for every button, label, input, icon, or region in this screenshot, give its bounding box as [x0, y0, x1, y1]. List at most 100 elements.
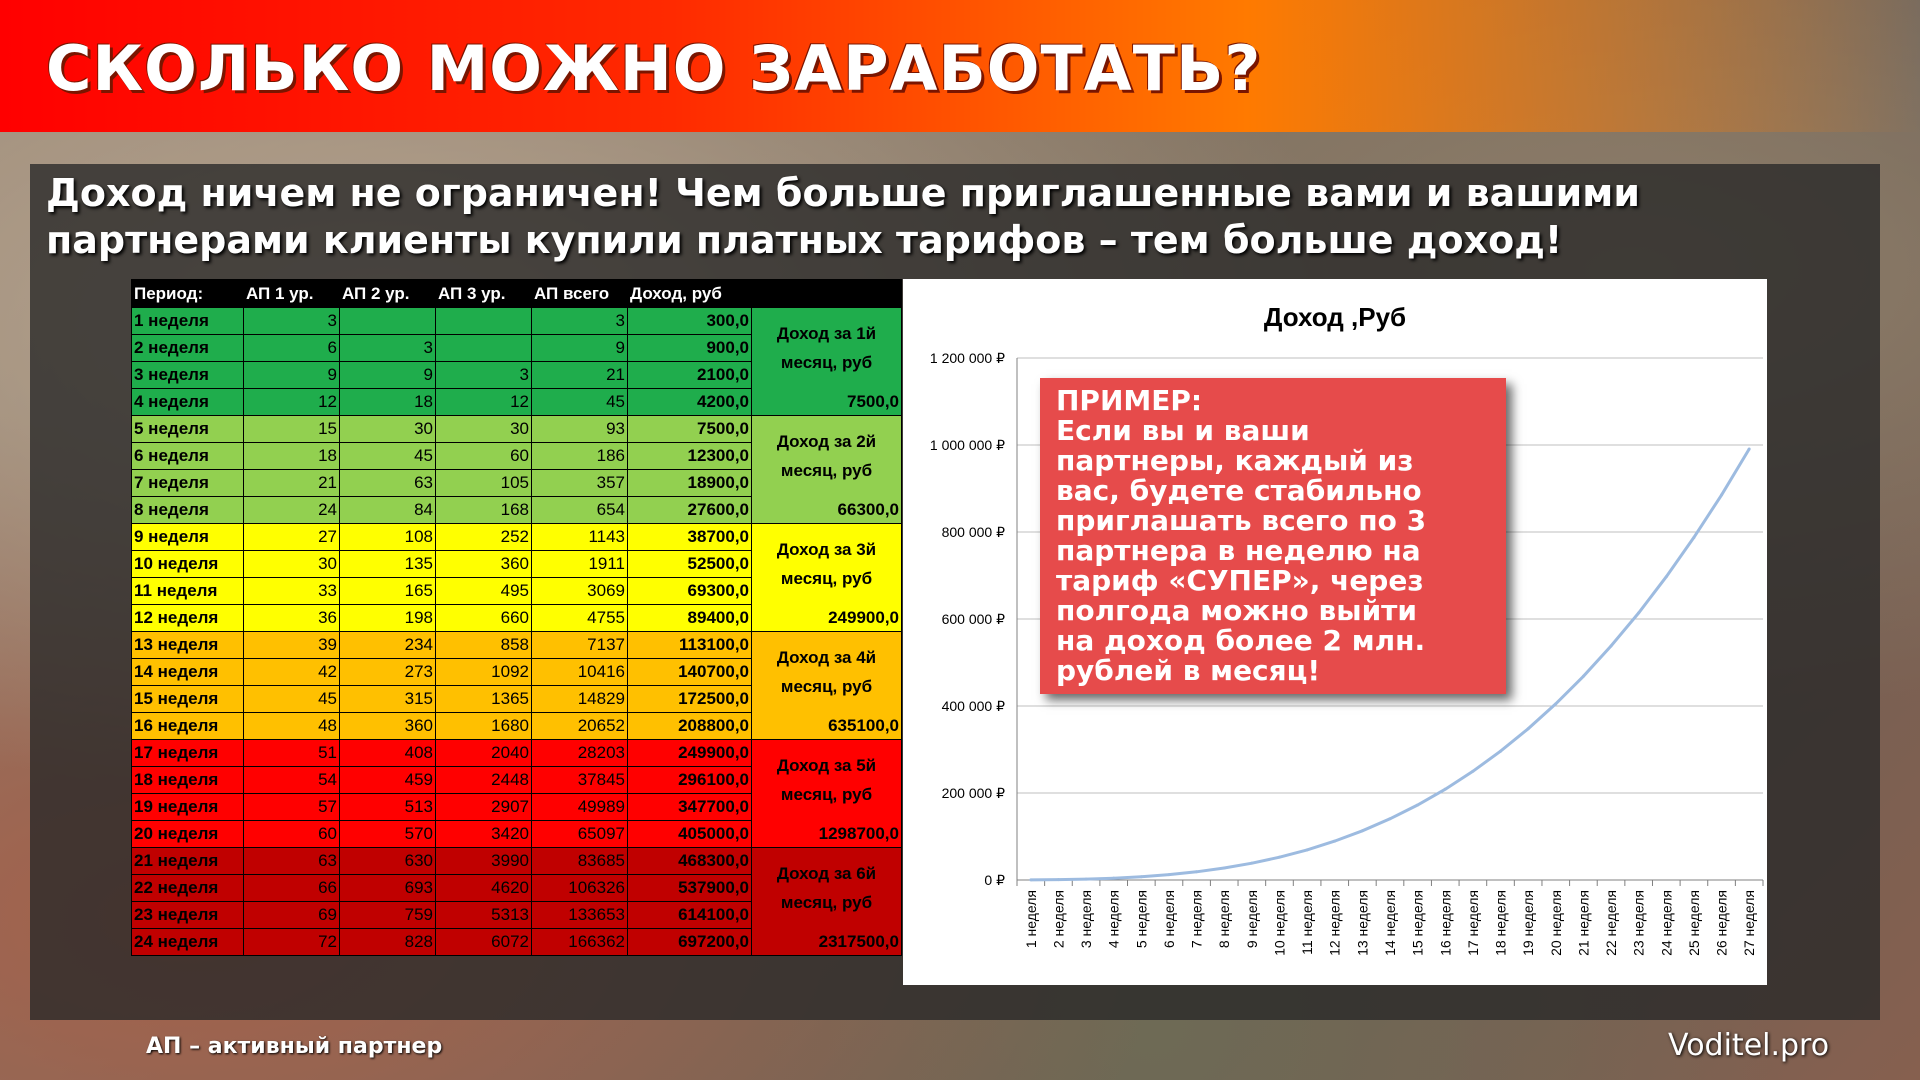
cell-ap3: 360 — [435, 550, 532, 578]
cell-ap3: 858 — [435, 631, 532, 659]
x-tick-label: 2 неделя — [1050, 890, 1066, 948]
data-point — [1416, 803, 1420, 807]
y-tick-label: 400 000 ₽ — [942, 698, 1005, 714]
data-point — [1720, 493, 1724, 497]
month-income-total: 2317500,0 — [751, 928, 902, 956]
data-point — [1195, 870, 1199, 874]
cell-period: 23 неделя — [131, 901, 244, 929]
table-header-row: Период: АП 1 ур. АП 2 ур. АП 3 ур. АП вс… — [131, 279, 902, 308]
table-row: 3 неделя 9 9 3 21 2100,0 — [131, 361, 902, 389]
cell-ap1: 18 — [243, 442, 340, 470]
cell-period: 18 неделя — [131, 766, 244, 794]
data-point — [1637, 611, 1641, 615]
data-point — [1056, 878, 1060, 882]
cell-ap1: 27 — [243, 523, 340, 551]
cell-period: 22 неделя — [131, 874, 244, 902]
callout-line: на доход более 2 млн. — [1056, 624, 1426, 657]
table-row: 9 неделя 27 108 252 1143 38700,0 Доход за 3й м… — [131, 523, 902, 605]
callout-line: партнера в неделю на — [1056, 534, 1421, 567]
cell-income: 300,0 — [627, 307, 752, 335]
cell-ap3: 660 — [435, 604, 532, 632]
cell-period: 5 неделя — [131, 415, 244, 443]
data-point — [1581, 674, 1585, 678]
cell-ap1: 33 — [243, 577, 340, 605]
cell-ap-total: 20652 — [531, 712, 628, 740]
table-row: 11 неделя 33 165 495 3069 69300,0 — [131, 577, 902, 605]
cell-period: 11 неделя — [131, 577, 244, 605]
cell-period: 6 неделя — [131, 442, 244, 470]
callout-line: рублей в месяц! — [1056, 654, 1321, 687]
y-tick-label: 600 000 ₽ — [942, 611, 1005, 627]
data-point — [1554, 702, 1558, 706]
cell-income: 2100,0 — [627, 361, 752, 389]
x-tick-label: 21 неделя — [1575, 890, 1591, 956]
y-tick-label: 0 ₽ — [984, 872, 1005, 888]
cell-ap2: 9 — [339, 361, 436, 389]
cell-ap2: 198 — [339, 604, 436, 632]
x-tick-label: 15 неделя — [1410, 890, 1426, 956]
cell-ap-total: 9 — [531, 334, 628, 362]
income-table: Период: АП 1 ур. АП 2 ур. АП 3 ур. АП вс… — [131, 279, 902, 956]
data-point — [1388, 817, 1392, 821]
cell-ap3: 2907 — [435, 793, 532, 821]
cell-period: 17 неделя — [131, 739, 244, 767]
cell-ap-total: 3069 — [531, 577, 628, 605]
cell-ap2: 630 — [339, 847, 436, 875]
cell-period: 16 неделя — [131, 712, 244, 740]
x-tick-label: 23 неделя — [1631, 890, 1647, 956]
cell-ap2: 459 — [339, 766, 436, 794]
cell-ap-total: 106326 — [531, 874, 628, 902]
cell-ap2: 135 — [339, 550, 436, 578]
cell-ap2: 18 — [339, 388, 436, 416]
cell-income: 12300,0 — [627, 442, 752, 470]
header-ap2: АП 2 ур. — [339, 279, 436, 308]
cell-income: 296100,0 — [627, 766, 752, 794]
cell-period: 4 неделя — [131, 388, 244, 416]
x-tick-label: 6 неделя — [1161, 890, 1177, 948]
month-income-total: 249900,0 — [751, 604, 902, 632]
table-row: 4 неделя 12 18 12 45 4200,0 7500,0 — [131, 388, 902, 416]
month-income-label: Доход за 3й месяц, руб — [751, 523, 902, 605]
cell-ap-total: 93 — [531, 415, 628, 443]
cell-ap1: 48 — [243, 712, 340, 740]
data-point — [1167, 873, 1171, 877]
x-tick-label: 12 неделя — [1327, 890, 1343, 956]
income-line-chart: Доход ,Руб 0 ₽ 200 000 ₽ 400 000 ₽ 600 000 ₽… — [930, 302, 1764, 956]
cell-ap-total: 654 — [531, 496, 628, 524]
data-point — [1360, 829, 1364, 833]
callout-line: партнеры, каждый из — [1056, 444, 1414, 477]
x-tick-label: 19 неделя — [1520, 890, 1536, 956]
cell-period: 1 неделя — [131, 307, 244, 335]
cell-income: 7500,0 — [627, 415, 752, 443]
cell-ap2: 3 — [339, 334, 436, 362]
cell-ap1: 60 — [243, 820, 340, 848]
table-row: 20 неделя 60 570 3420 65097 405000,0 1298700,0 — [131, 820, 902, 848]
cell-ap-total: 7137 — [531, 631, 628, 659]
data-point — [1250, 861, 1254, 865]
month-income-label: Доход за 4й месяц, руб — [751, 631, 902, 713]
cell-ap-total: 65097 — [531, 820, 628, 848]
data-point — [1305, 848, 1309, 852]
cell-income: 537900,0 — [627, 874, 752, 902]
cell-income: 38700,0 — [627, 523, 752, 551]
cell-ap2: 408 — [339, 739, 436, 767]
cell-ap1: 72 — [243, 928, 340, 956]
subtitle: Доход ничем не ограничен! Чем больше при… — [46, 171, 1640, 262]
data-point — [1084, 877, 1088, 881]
x-tick-label: 1 неделя — [1023, 890, 1039, 948]
cell-ap3: 2448 — [435, 766, 532, 794]
x-tick-label: 4 неделя — [1106, 890, 1122, 948]
cell-income: 89400,0 — [627, 604, 752, 632]
cell-ap2 — [339, 307, 436, 335]
cell-ap3: 5313 — [435, 901, 532, 929]
y-tick-label: 1 200 000 ₽ — [930, 350, 1005, 366]
x-tick-label: 22 неделя — [1603, 890, 1619, 956]
cell-period: 12 неделя — [131, 604, 244, 632]
cell-period: 7 неделя — [131, 469, 244, 497]
cell-ap3 — [435, 334, 532, 362]
cell-period: 10 неделя — [131, 550, 244, 578]
data-point — [1443, 787, 1447, 791]
cell-period: 24 неделя — [131, 928, 244, 956]
cell-ap-total: 83685 — [531, 847, 628, 875]
cell-ap-total: 37845 — [531, 766, 628, 794]
